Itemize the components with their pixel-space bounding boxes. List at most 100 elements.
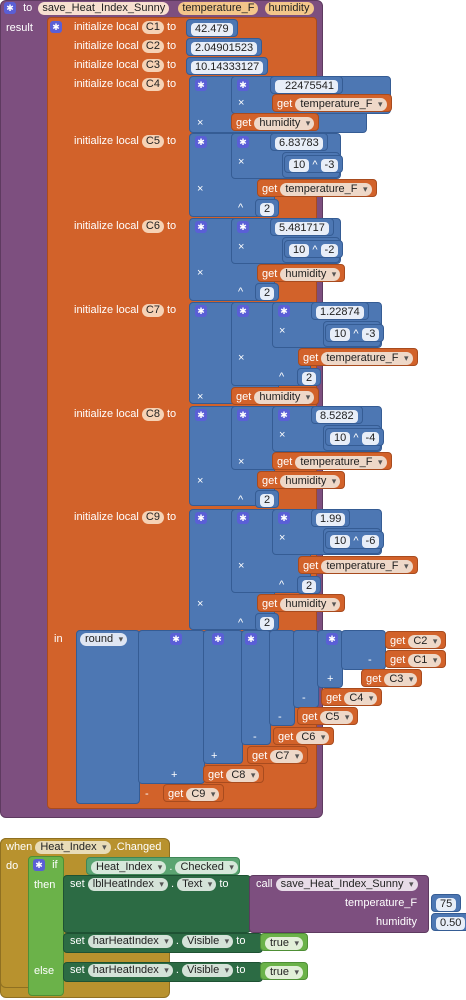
nested-math-block[interactable] [203, 630, 243, 764]
gear-icon[interactable]: ✱ [278, 305, 290, 317]
number-block-c3[interactable]: 10.14333127 [186, 57, 269, 75]
number-c8[interactable]: 8.5282 [316, 410, 358, 423]
number-two[interactable]: 2 [302, 580, 317, 593]
number-two[interactable]: 2 [260, 287, 275, 300]
gear-icon[interactable]: ✱ [195, 136, 207, 148]
round-block[interactable] [76, 630, 140, 804]
var-dropdown[interactable]: C2 [408, 635, 442, 648]
power-row[interactable]: 10 ^ -3 [284, 155, 344, 173]
var-dropdown[interactable]: C3 [384, 673, 418, 686]
get-block[interactable]: get humidity [257, 471, 346, 489]
var-dropdown[interactable]: humidity [280, 268, 341, 281]
gear-icon[interactable]: ✱ [33, 859, 45, 871]
gear-icon[interactable]: ✱ [4, 2, 16, 14]
nested-math-block[interactable] [241, 630, 271, 745]
var-dropdown[interactable]: temperature_F [295, 456, 387, 469]
local-name-c3[interactable]: C3 [141, 59, 164, 72]
var-dropdown[interactable]: C9 [186, 788, 220, 801]
local-name-c2[interactable]: C2 [141, 40, 164, 53]
get-block[interactable]: get temperature_F [272, 94, 392, 112]
number-block-c5[interactable]: 6.83783 [270, 133, 328, 151]
var-dropdown[interactable]: temperature_F [295, 98, 387, 111]
power-row[interactable]: 10 ^ -6 [325, 531, 385, 549]
exponent[interactable]: -3 [361, 328, 380, 341]
property-dropdown[interactable]: Visible [181, 935, 234, 948]
power-row[interactable]: 10 ^ -3 [325, 324, 385, 342]
component-dropdown[interactable]: Heat_Index [91, 861, 167, 874]
local-name-c8[interactable]: C8 [141, 408, 164, 421]
local-name-c7[interactable]: C7 [141, 304, 164, 317]
add-block-outer[interactable] [138, 630, 205, 784]
number-block-c4[interactable]: 22475541 [270, 76, 343, 94]
gear-icon[interactable]: ✱ [237, 136, 249, 148]
get-block[interactable]: get C5 [297, 707, 359, 725]
get-block[interactable]: get humidity [257, 594, 346, 612]
number-two[interactable]: 2 [302, 372, 317, 385]
gear-icon[interactable]: ✱ [237, 79, 249, 91]
number-block[interactable]: 75 [431, 894, 462, 912]
var-dropdown[interactable]: humidity [254, 391, 315, 404]
procedure-name-field[interactable]: save_Heat_Index_Sunny [38, 2, 170, 15]
number-75[interactable]: 75 [436, 898, 457, 911]
gear-icon[interactable]: ✱ [326, 633, 338, 645]
number-block[interactable]: 0.50 [431, 913, 466, 931]
property-dropdown[interactable]: Text [177, 878, 217, 891]
local-name-c5[interactable]: C5 [141, 135, 164, 148]
gear-icon[interactable]: ✱ [245, 633, 257, 645]
number-c6[interactable]: 5.481717 [275, 222, 329, 235]
number-block[interactable]: 2 [255, 199, 280, 217]
local-name-c9[interactable]: C9 [141, 511, 164, 524]
get-block[interactable]: get humidity [231, 387, 320, 405]
component-dropdown[interactable]: harHeatIndex [87, 935, 173, 948]
var-dropdown[interactable]: humidity [280, 475, 341, 488]
component-dropdown[interactable]: Heat_Index [35, 841, 111, 854]
get-block[interactable]: get temperature_F [298, 348, 418, 366]
var-dropdown[interactable]: C1 [408, 654, 442, 667]
var-dropdown[interactable]: humidity [254, 117, 315, 130]
var-dropdown[interactable]: humidity [280, 598, 341, 611]
gear-icon[interactable]: ✱ [195, 305, 207, 317]
gear-icon[interactable]: ✱ [212, 633, 224, 645]
property-dropdown[interactable]: Checked [175, 861, 238, 874]
exponent[interactable]: -3 [320, 159, 339, 172]
number-c4[interactable]: 22475541 [275, 80, 338, 93]
exponent[interactable]: -4 [361, 432, 380, 445]
power-row[interactable]: 10 ^ -2 [284, 240, 344, 258]
number-block-c8[interactable]: 8.5282 [311, 406, 363, 424]
round-dropdown[interactable]: round [80, 633, 128, 646]
number-c1[interactable]: 42.479 [191, 23, 233, 36]
gear-icon[interactable]: ✱ [170, 633, 182, 645]
gear-icon[interactable]: ✱ [237, 512, 249, 524]
local-name-c4[interactable]: C4 [141, 78, 164, 91]
boolean-block[interactable]: true [260, 933, 308, 951]
gear-icon[interactable]: ✱ [50, 21, 62, 33]
procedure-header[interactable]: ✱ to save_Heat_Index_Sunny temperature_F… [4, 2, 314, 18]
boolean-dropdown[interactable]: true [265, 966, 303, 979]
number-c7[interactable]: 1.22874 [316, 306, 364, 319]
gear-icon[interactable]: ✱ [195, 409, 207, 421]
param-humidity[interactable]: humidity [264, 2, 314, 15]
param-temperature[interactable]: temperature_F [178, 2, 259, 15]
gear-icon[interactable]: ✱ [237, 409, 249, 421]
number-block[interactable]: 2 [255, 613, 280, 631]
get-block[interactable]: get humidity [231, 113, 320, 131]
exponent[interactable]: -2 [320, 244, 339, 257]
nested-math-block[interactable] [269, 630, 295, 726]
nested-math-block[interactable] [293, 630, 319, 708]
boolean-block[interactable]: true [260, 962, 308, 980]
gear-icon[interactable]: ✱ [237, 221, 249, 233]
gear-icon[interactable]: ✱ [195, 221, 207, 233]
var-dropdown[interactable]: C4 [344, 692, 378, 705]
gear-icon[interactable]: ✱ [278, 409, 290, 421]
var-dropdown[interactable]: temperature_F [321, 560, 413, 573]
number-c2[interactable]: 2.04901523 [191, 42, 258, 55]
var-dropdown[interactable]: C5 [320, 711, 354, 724]
number-ten[interactable]: 10 [330, 432, 351, 445]
get-block[interactable]: get C6 [273, 727, 335, 745]
gear-icon[interactable]: ✱ [195, 512, 207, 524]
get-block[interactable]: get temperature_F [257, 179, 377, 197]
var-dropdown[interactable]: C7 [270, 750, 304, 763]
var-dropdown[interactable]: C6 [296, 731, 330, 744]
number-050[interactable]: 0.50 [436, 917, 466, 930]
get-block[interactable]: get C4 [321, 688, 383, 706]
